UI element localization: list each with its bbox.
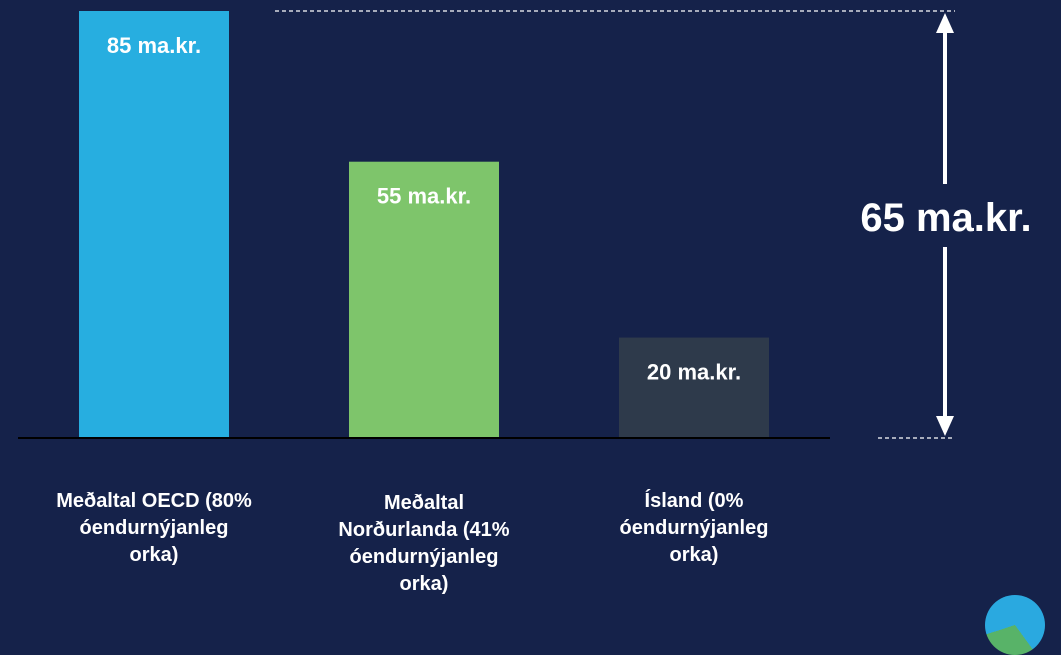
bar-3 <box>619 337 769 438</box>
difference-arrow-down-head <box>936 416 954 436</box>
bar-value-label-3: 20 ma.kr. <box>647 360 741 385</box>
category-label-line: óendurnýjanleg <box>349 546 499 568</box>
bar-value-label-1: 85 ma.kr. <box>107 33 201 58</box>
difference-arrow-up-head <box>936 13 954 33</box>
bar-value-label-2: 55 ma.kr. <box>377 184 471 209</box>
bar-2 <box>349 161 499 439</box>
category-label-line: Norðurlanda (41% <box>338 519 510 541</box>
category-label-line: orka) <box>669 544 719 566</box>
category-label-2: Meðaltal Norðurlanda (41% óendurnýjanleg or… <box>294 490 554 598</box>
bar-1 <box>79 11 229 438</box>
category-label-1: Meðaltal OECD (80% óendurnýjanleg orka) <box>24 488 284 569</box>
bar-chart: 85 ma.kr. 55 ma.kr. 20 ma.kr. <box>18 10 955 439</box>
category-label-line: orka) <box>399 573 449 595</box>
difference-label: 65 ma.kr. <box>860 196 1032 240</box>
category-label-line: Ísland (0% <box>644 490 744 512</box>
logo-icon <box>985 595 1045 655</box>
category-label-line: Meðaltal <box>383 492 465 514</box>
category-label-line: Meðaltal OECD (80% <box>56 490 252 512</box>
category-label-line: óendurnýjanleg <box>79 517 229 539</box>
category-label-3: Ísland (0% óendurnýjanleg orka) <box>564 488 824 569</box>
category-label-line: orka) <box>129 544 179 566</box>
category-label-line: óendurnýjanleg <box>619 517 769 539</box>
